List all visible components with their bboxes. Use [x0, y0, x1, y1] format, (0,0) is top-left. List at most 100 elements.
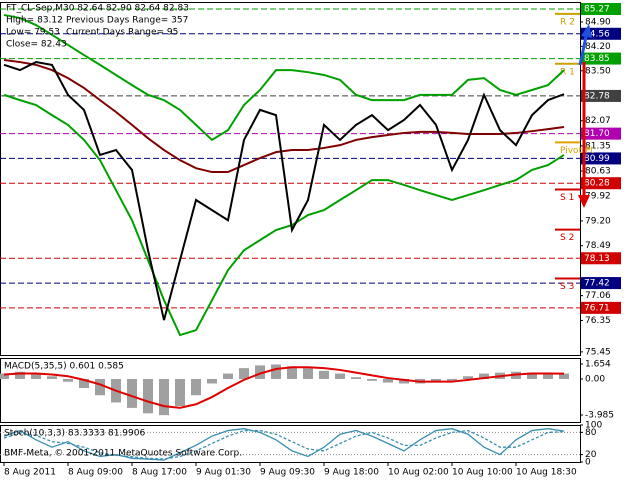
- x-tick-label: 8 Aug 2011: [4, 468, 56, 478]
- price-box: [581, 127, 621, 140]
- info-text: FT_CL-Sep,M30 82.64 82.90 82.64 82.83: [6, 4, 189, 14]
- price-box: [581, 177, 621, 190]
- histogram-bar: [159, 378, 169, 416]
- price-box: [581, 89, 621, 102]
- price-box-label: 83.85: [584, 54, 610, 64]
- y-tick-label: -3.985: [585, 410, 614, 420]
- y-tick-label: 83.50: [585, 66, 611, 76]
- footer: BMF-Meta, © 2001-2011 MetaQuotes Softwar…: [4, 449, 242, 459]
- y-tick-label: 80: [585, 428, 597, 438]
- x-tick-label: 9 Aug 09:30: [260, 468, 315, 478]
- pivot-label: R 1: [560, 67, 575, 77]
- histogram-bar: [31, 374, 41, 379]
- signal-arrows: [578, 24, 592, 208]
- price-box: [581, 2, 621, 15]
- info-text: Current Days Range= 95: [66, 28, 178, 38]
- histogram-bar: [463, 376, 473, 379]
- price-box: [581, 152, 621, 165]
- pivot-label: R 2: [560, 17, 575, 27]
- y-tick-label: 100: [585, 421, 602, 431]
- price-box-label: 82.78: [584, 91, 610, 101]
- panel-frame: [0, 2, 581, 356]
- y-tick-label: 84.90: [585, 17, 611, 27]
- y-tick-label: 75.45: [585, 347, 611, 357]
- histogram-bar: [47, 376, 57, 379]
- down-arrow-head: [578, 195, 590, 208]
- histogram-bar: [383, 378, 393, 383]
- x-tick-label: 8 Aug 17:00: [132, 468, 187, 478]
- y-tick-label: 82.07: [585, 116, 611, 126]
- y-tick-label: 0: [585, 458, 591, 468]
- pivot-label: Pivot Pt: [560, 146, 594, 156]
- series-line: [3, 93, 565, 337]
- histogram-bar: [79, 378, 89, 389]
- histogram-bar: [0, 373, 9, 379]
- price-box-label: 77.42: [584, 279, 610, 289]
- histogram-bar: [255, 365, 265, 379]
- up-arrow: [578, 31, 589, 66]
- histogram-bar: [271, 364, 281, 379]
- panel-frame: [0, 358, 581, 423]
- x-tick-label: 8 Aug 09:00: [68, 468, 123, 478]
- series-line: [3, 429, 565, 460]
- histogram-bar: [351, 377, 361, 379]
- pivot-label: S 2: [560, 233, 574, 243]
- y-tick-label: 76.35: [585, 316, 611, 326]
- histogram-bar: [303, 368, 313, 379]
- price-box: [581, 277, 621, 290]
- x-tick-label: 9 Aug 01:30: [196, 468, 251, 478]
- y-tick-label: 81.35: [585, 141, 611, 151]
- histogram-bar: [239, 368, 249, 379]
- histogram-bar: [63, 378, 73, 382]
- price-box-label: 78.13: [584, 254, 610, 264]
- series-line: [3, 366, 565, 409]
- histogram-bar: [207, 378, 217, 384]
- histogram-bar: [287, 366, 297, 379]
- price-box: [581, 301, 621, 314]
- histogram-bar: [335, 373, 345, 379]
- info-text: Low= 79.53: [6, 28, 60, 38]
- y-tick-label: 79.92: [585, 191, 611, 201]
- price-box: [581, 252, 621, 265]
- price-box-label: 84.56: [584, 29, 610, 39]
- histogram-bar: [559, 373, 569, 379]
- histogram-bar: [223, 373, 233, 379]
- histogram-bar: [367, 378, 377, 381]
- price-box-label: 80.28: [584, 179, 610, 189]
- panel-frame: [0, 425, 581, 463]
- histogram-bar: [479, 373, 489, 379]
- y-tick-label: 78.49: [585, 241, 611, 251]
- info-text: Close= 82.43: [6, 40, 67, 50]
- histogram-bar: [431, 378, 441, 382]
- up-arrow-head: [581, 24, 592, 38]
- pivot-label: S 3: [560, 282, 574, 292]
- pivot-label: S 1: [560, 193, 574, 203]
- price-box-label: 76.71: [584, 303, 610, 313]
- series-line: [3, 428, 565, 461]
- price-box-label: 81.70: [584, 129, 610, 139]
- histogram-bar: [527, 372, 537, 379]
- histogram-bar: [175, 378, 185, 407]
- histogram-bar: [15, 371, 25, 379]
- x-tick-label: 10 Aug 10:00: [452, 468, 513, 478]
- histogram-bar: [143, 378, 153, 414]
- histogram-bar: [319, 370, 329, 379]
- series-line: [3, 61, 565, 321]
- x-tick-label: 10 Aug 18:30: [516, 468, 577, 478]
- panel-title: Stoch(10,3,3) 83.3333 81.9906: [4, 429, 145, 439]
- y-tick-label: 84.20: [585, 42, 611, 52]
- price-box-label: 85.27: [584, 4, 610, 14]
- histogram-bar: [191, 378, 201, 396]
- y-tick-label: 80.63: [585, 166, 611, 176]
- y-tick-label: 77.06: [585, 291, 611, 301]
- histogram-bar: [543, 373, 553, 379]
- panel-title: MACD(5,35,5) 0.601 0.585: [4, 362, 124, 372]
- series-line: [3, 13, 565, 142]
- y-tick-label: 0.00: [585, 374, 605, 384]
- price-box: [581, 52, 621, 65]
- info-text: High= 83.12: [6, 16, 63, 26]
- x-tick-label: 10 Aug 02:00: [388, 468, 449, 478]
- y-tick-label: 79.20: [585, 216, 611, 226]
